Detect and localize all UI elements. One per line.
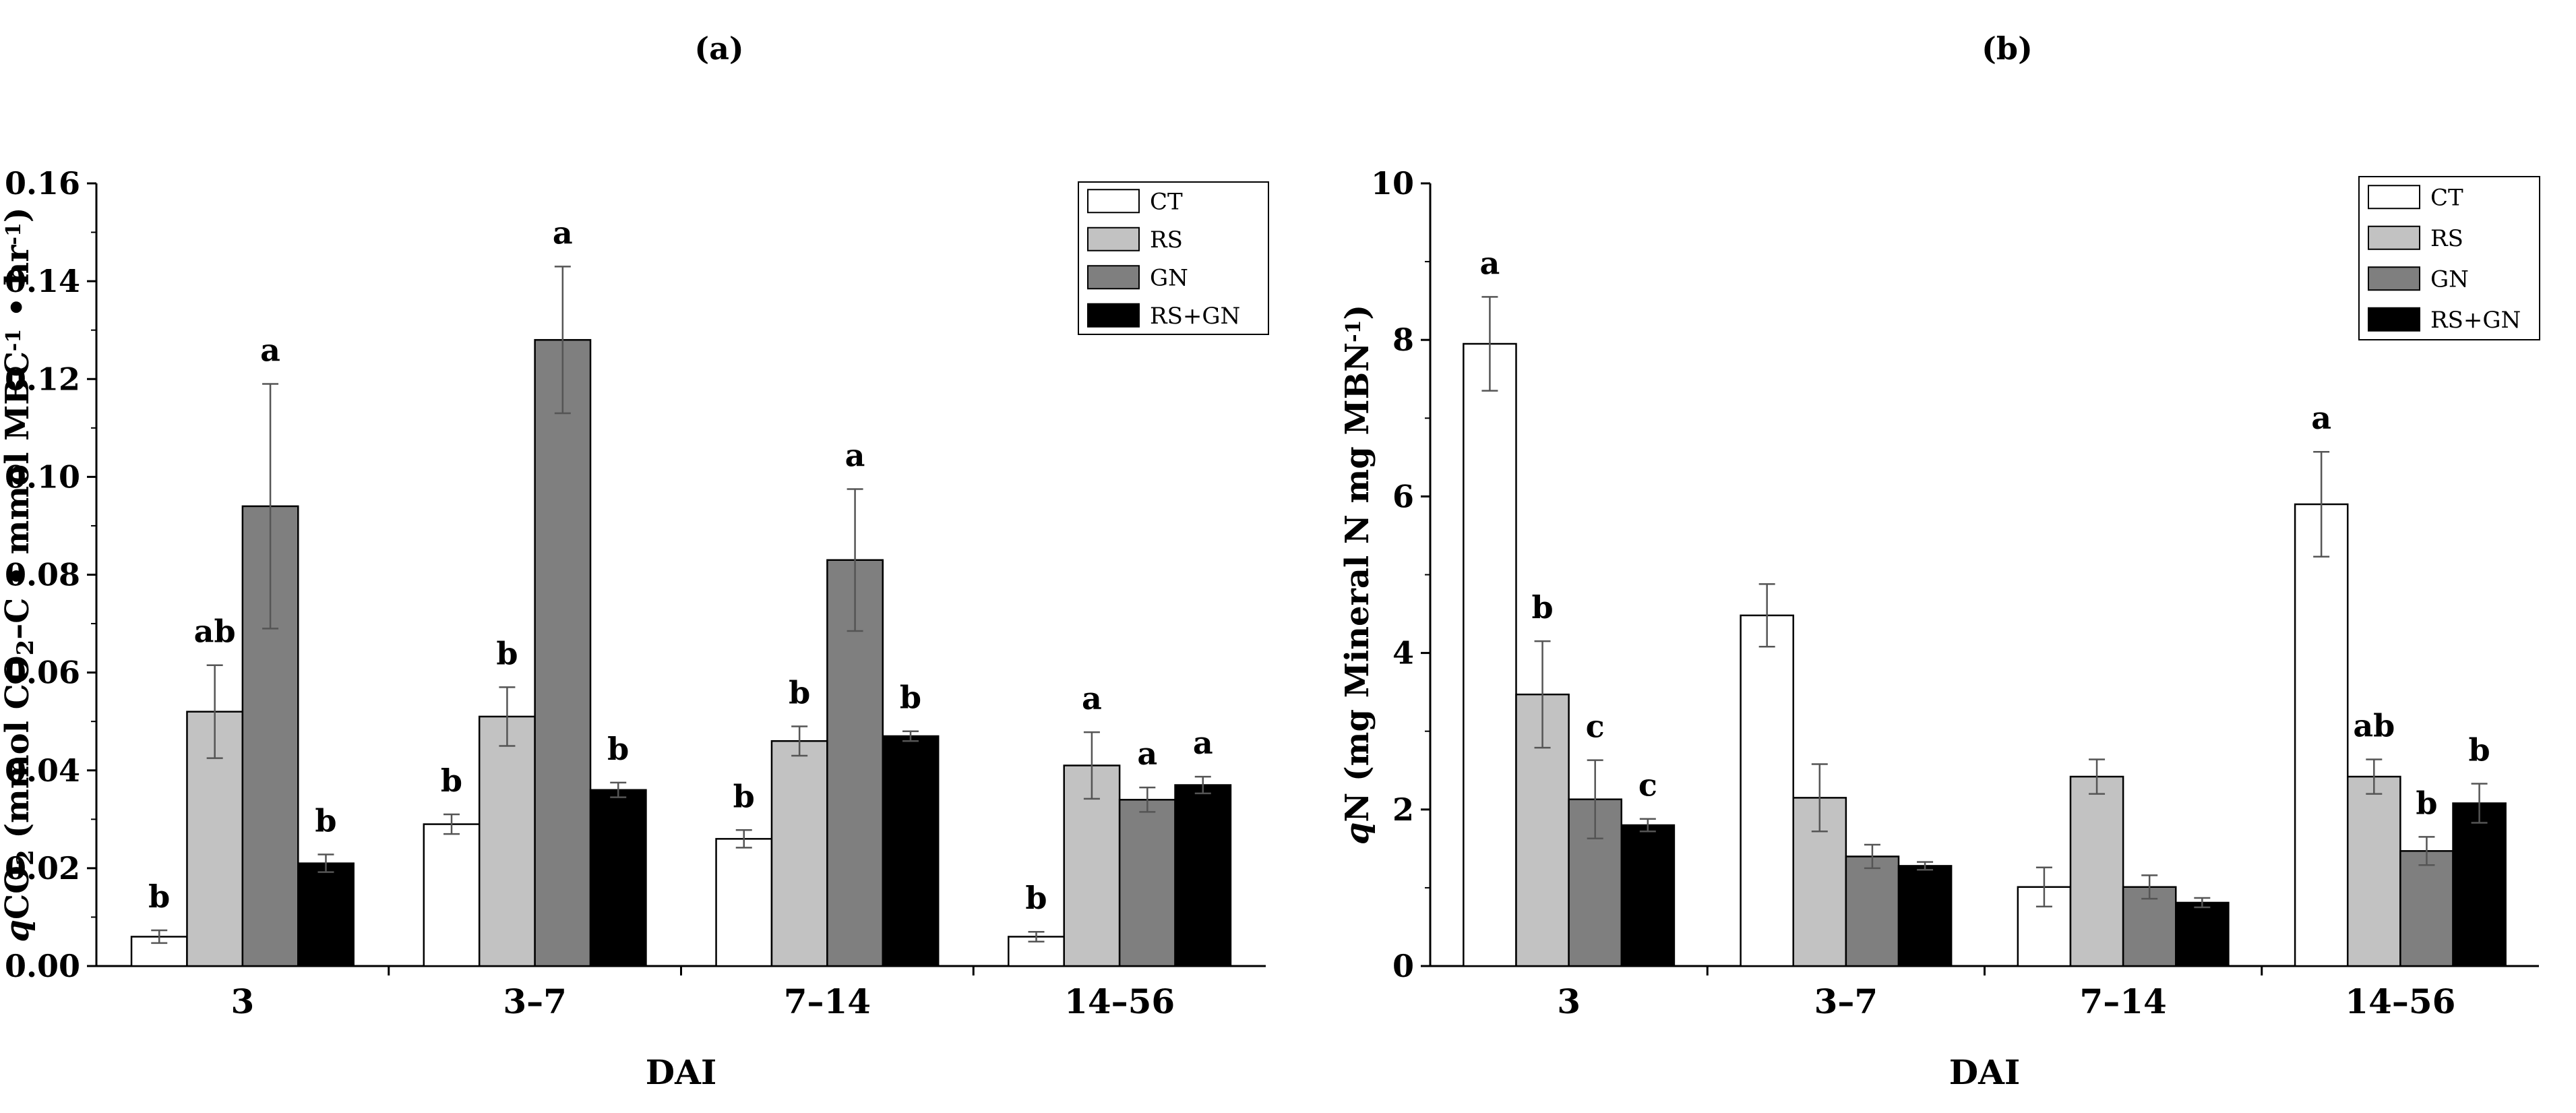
panel-a-significance-letter: a (553, 214, 573, 251)
panel-a-y-tick-label: 0.04 (5, 752, 80, 789)
panel-b-chart: (b) 0 2 4 6 8 10 qN (mg Mineral N mg MBN-1) DAI 3… (1339, 30, 2540, 1092)
panel-b-bar-rs-gn (1620, 824, 1676, 967)
panel-a-label: (a) (694, 30, 743, 67)
panel-b-category-label: 3 (1557, 982, 1581, 1021)
panel-b-legend-swatch (2368, 307, 2420, 332)
panel-b-legend-swatch (2368, 266, 2420, 291)
panel-a-legend-swatch (1087, 227, 1140, 251)
panel-b-bar-gn (1845, 855, 1900, 967)
panel-a-legend-swatch (1087, 303, 1140, 328)
panel-b-significance-letter: b (1531, 589, 1553, 626)
panel-a-significance-letter: b (1025, 880, 1047, 916)
panel-a-legend-label: GN (1150, 264, 1188, 291)
panel-b-bar-rs-gn (2175, 901, 2230, 967)
panel-a-significance-letter: b (496, 635, 518, 671)
panel-a-significance-letter: a (260, 332, 280, 369)
panel-b-y-axis-title: qN (mg Mineral N mg MBN-1) (1339, 305, 1376, 845)
panel-a-bar-ct (715, 838, 773, 967)
panel-a-y-tick-label: 0.12 (5, 361, 80, 397)
panel-a-y-tick-label: 0.06 (5, 655, 80, 691)
panel-b-significance-letter: c (1638, 767, 1657, 804)
panel-b-bar-rs (2346, 775, 2401, 967)
panel-a-legend-label: CT (1150, 188, 1183, 215)
panel-b-y-tick-label: 2 (1392, 791, 1414, 828)
panel-b-significance-letter: ab (2353, 707, 2395, 744)
panel-a-x-axis-title: DAI (646, 1052, 717, 1092)
panel-a-bar-rs-gn (297, 862, 355, 967)
panel-a-category-label: 7–14 (784, 982, 871, 1021)
panel-a-significance-letter: a (1082, 680, 1102, 717)
panel-a-significance-letter: a (845, 438, 865, 474)
panel-a-y-tick-label: 0.00 (5, 948, 80, 984)
panel-a-legend-swatch (1087, 189, 1140, 214)
panel-a-category-label: 14–56 (1064, 982, 1175, 1021)
panel-b-legend-swatch (2368, 225, 2420, 250)
panel-b-y-tick-label: 10 (1371, 165, 1414, 202)
panel-b-legend-label: GN (2430, 266, 2469, 293)
panel-b-y-tick-label: 6 (1392, 478, 1414, 514)
panel-b-legend-label: RS+GN (2430, 307, 2521, 334)
panel-a-bar-rs (770, 740, 828, 967)
panel-b-bar-ct (2294, 503, 2349, 967)
panel-a-significance-letter: b (733, 778, 755, 814)
panel-a-bar-rs-gn (882, 735, 940, 967)
panel-a-y-axis-title: qCO2 (mmol CO2–C • mmol MBC-1 • hr-1) (0, 207, 39, 942)
panel-a-bar-rs (478, 715, 536, 967)
panel-b-significance-letter: a (1480, 245, 1500, 281)
panel-a-chart: (a) 0.00 0.02 0.04 0.06 0.08 0.10 0.12 0.14 0.16 q… (0, 30, 1269, 1092)
panel-a-bar-gn (1118, 799, 1176, 967)
panel-b-bar-ct (1463, 342, 1517, 967)
panel-a-y-tick-label: 0.14 (5, 263, 80, 299)
panel-a-significance-letter: a (1193, 725, 1213, 761)
panel-a-significance-letter: b (148, 878, 170, 915)
panel-a-bar-rs-gn (1174, 784, 1232, 967)
panel-b-bar-gn (2399, 850, 2454, 967)
panel-a-significance-letter: b (315, 803, 336, 839)
panel-b-bar-ct (1740, 614, 1794, 967)
panel-b-label: (b) (1982, 30, 2033, 67)
panel-a-significance-letter: b (789, 674, 810, 711)
panel-a-significance-letter: b (900, 680, 921, 716)
panel-a-significance-letter: a (1137, 735, 1157, 772)
panel-b-category-label: 7–14 (2079, 982, 2166, 1021)
panel-b-significance-letter: b (2416, 785, 2437, 821)
panel-a-category-label: 3–7 (503, 982, 567, 1021)
panel-b-category-label: 3–7 (1814, 982, 1878, 1021)
panel-b-bar-rs (2069, 775, 2124, 967)
panel-a-bar-gn (534, 338, 592, 967)
panel-b-y-tick-label: 8 (1392, 322, 1414, 358)
panel-a-legend-label: RS+GN (1150, 303, 1240, 330)
panel-b-significance-letter: a (2311, 400, 2331, 436)
panel-b-y-tick-label: 4 (1392, 635, 1414, 671)
panel-a-y-tick-label: 0.10 (5, 458, 80, 495)
panel-b-y-tick-label: 0 (1392, 948, 1414, 984)
panel-b-legend-label: CT (2430, 184, 2463, 211)
panel-b-significance-letter: b (2468, 731, 2490, 768)
panel-a-legend-swatch (1087, 265, 1140, 290)
panel-b-legend-label: RS (2430, 225, 2463, 252)
panel-b-category-label: 14–56 (2345, 982, 2455, 1021)
panel-b-x-axis-title: DAI (1949, 1052, 2021, 1092)
panel-a-y-tick-label: 0.02 (5, 850, 80, 886)
panel-b-bar-rs-gn (1897, 865, 1953, 967)
panel-a-y-tick-label: 0.16 (5, 165, 80, 202)
panel-b-bar-rs-gn (2452, 802, 2507, 967)
panel-a-category-label: 3 (231, 982, 254, 1021)
panel-a-bar-ct (423, 823, 481, 967)
panel-a-y-tick-label: 0.08 (5, 557, 80, 593)
panel-a-bar-rs-gn (589, 789, 647, 967)
panel-b-legend-swatch (2368, 185, 2420, 210)
panel-a-significance-letter: ab (194, 613, 236, 650)
panel-a-significance-letter: b (441, 762, 462, 799)
panel-b-significance-letter: c (1586, 709, 1605, 745)
panel-a-legend-label: RS (1150, 227, 1183, 253)
panel-a-significance-letter: b (607, 731, 629, 767)
